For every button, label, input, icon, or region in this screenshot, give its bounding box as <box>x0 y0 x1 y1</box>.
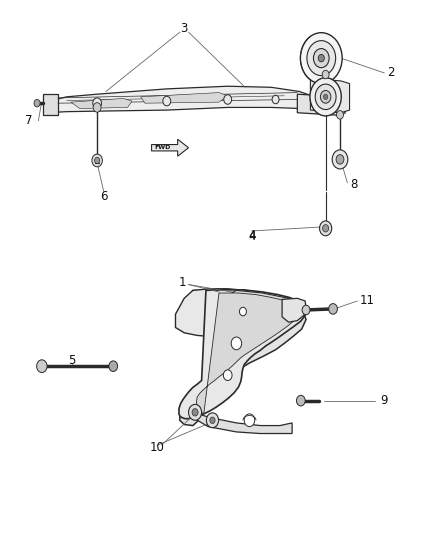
Circle shape <box>206 413 219 427</box>
Circle shape <box>163 96 171 106</box>
Circle shape <box>93 98 102 109</box>
Circle shape <box>300 33 342 84</box>
Circle shape <box>109 361 117 372</box>
Circle shape <box>322 224 328 232</box>
Circle shape <box>224 95 232 104</box>
Polygon shape <box>311 78 350 113</box>
Circle shape <box>314 49 329 68</box>
Text: 8: 8 <box>350 178 357 191</box>
Circle shape <box>322 70 329 79</box>
Text: 9: 9 <box>380 394 387 407</box>
Circle shape <box>231 337 242 350</box>
Circle shape <box>223 370 232 381</box>
Text: 1: 1 <box>178 276 186 289</box>
Text: 5: 5 <box>68 354 76 367</box>
Circle shape <box>321 91 331 103</box>
Text: 10: 10 <box>150 441 165 454</box>
Polygon shape <box>193 413 292 433</box>
Circle shape <box>323 94 328 100</box>
Circle shape <box>328 304 337 314</box>
Circle shape <box>315 84 336 110</box>
Text: 2: 2 <box>387 67 395 79</box>
Circle shape <box>192 409 198 416</box>
Text: 6: 6 <box>100 190 107 203</box>
Polygon shape <box>176 289 293 336</box>
Polygon shape <box>196 293 300 414</box>
Circle shape <box>93 103 101 112</box>
Polygon shape <box>152 139 188 156</box>
Text: 11: 11 <box>360 294 374 308</box>
Circle shape <box>310 78 341 116</box>
Circle shape <box>92 154 102 167</box>
Circle shape <box>210 417 215 423</box>
Polygon shape <box>180 290 306 425</box>
Text: 7: 7 <box>25 114 32 127</box>
Circle shape <box>95 157 100 164</box>
Polygon shape <box>184 290 262 322</box>
Text: 4: 4 <box>248 229 255 242</box>
Circle shape <box>240 308 247 316</box>
Polygon shape <box>282 298 306 322</box>
Circle shape <box>272 95 279 104</box>
Circle shape <box>34 100 40 107</box>
Text: 3: 3 <box>180 22 188 36</box>
Polygon shape <box>297 94 345 115</box>
Polygon shape <box>221 290 300 325</box>
Circle shape <box>37 360 47 373</box>
Polygon shape <box>43 94 58 115</box>
Polygon shape <box>71 99 132 109</box>
Circle shape <box>188 405 201 420</box>
Circle shape <box>318 54 324 62</box>
Circle shape <box>297 395 305 406</box>
Text: FWD: FWD <box>154 145 171 150</box>
Polygon shape <box>179 290 306 419</box>
Circle shape <box>320 221 332 236</box>
Circle shape <box>302 305 310 315</box>
Polygon shape <box>141 93 228 103</box>
Circle shape <box>332 150 348 169</box>
Circle shape <box>244 414 254 426</box>
Text: 4: 4 <box>248 230 255 243</box>
Circle shape <box>307 41 336 76</box>
Circle shape <box>336 155 344 164</box>
Polygon shape <box>45 86 323 115</box>
Circle shape <box>336 111 343 119</box>
